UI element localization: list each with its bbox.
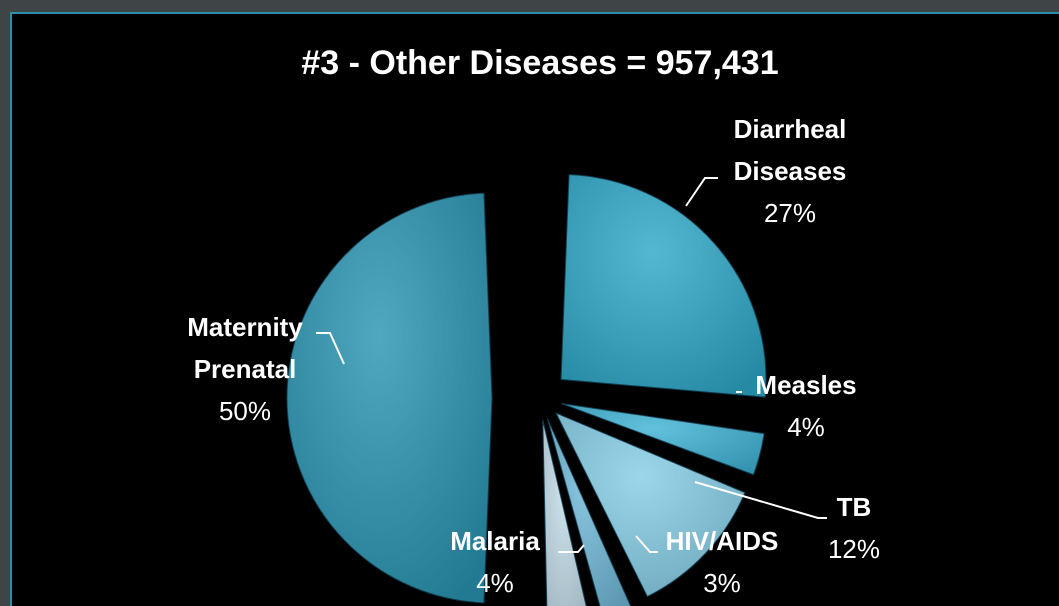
slice-label: Prenatal	[194, 354, 297, 384]
pie-slice-shading	[547, 418, 631, 606]
slice-percent-label: 27%	[764, 198, 816, 228]
leader-line	[694, 481, 827, 519]
chart-frame	[10, 12, 1059, 606]
pie-slice-shading	[561, 403, 765, 475]
chart-title: #3 - Other Diseases = 957,431	[301, 44, 778, 82]
slice-label: Malaria	[450, 526, 540, 556]
slice-label: Maternity	[187, 312, 303, 342]
slice-percent-label: 3%	[703, 568, 741, 598]
leader-line	[635, 535, 658, 553]
pie-slice-shading	[286, 193, 492, 603]
pie-slice-shading	[556, 413, 745, 597]
slice-percent-label: 4%	[787, 412, 825, 442]
leader-line	[558, 544, 585, 553]
slice-label: Diarrheal	[734, 114, 847, 144]
leader-line	[685, 177, 718, 207]
slice-label: Measles	[755, 370, 856, 400]
slice-percent-label: 12%	[828, 534, 880, 564]
slice-percent-label: 50%	[219, 396, 271, 426]
slice-label: HIV/AIDS	[666, 526, 779, 556]
pie-slice-shading	[561, 174, 767, 398]
pie-slice-shading	[542, 419, 587, 606]
leader-line	[316, 332, 345, 365]
slice-percent-label: 4%	[476, 568, 514, 598]
slice-label: TB	[837, 492, 872, 522]
slice-label: Diseases	[734, 156, 847, 186]
